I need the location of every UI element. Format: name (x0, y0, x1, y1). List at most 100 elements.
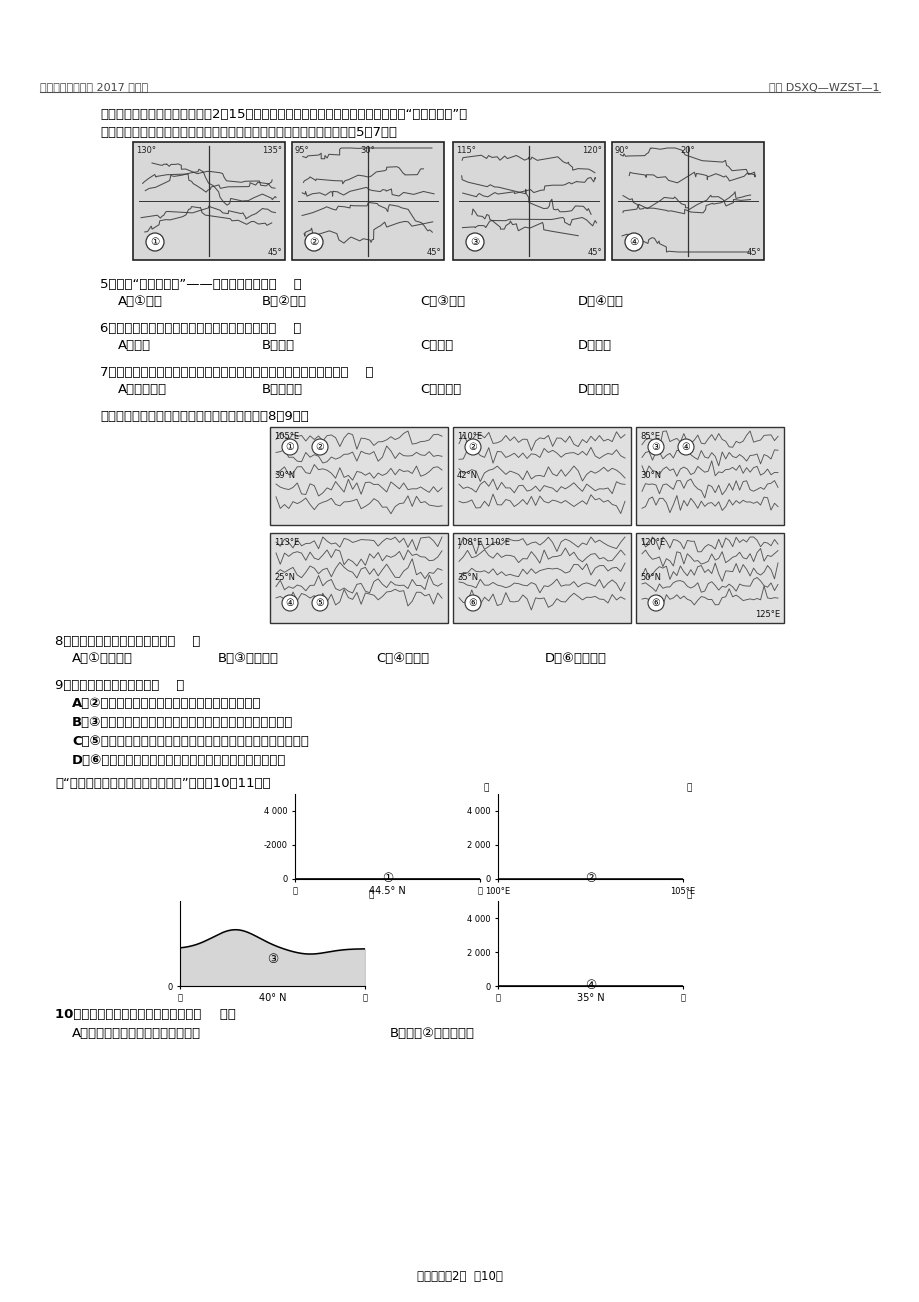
Text: B．③是昆仑山: B．③是昆仑山 (218, 652, 278, 665)
Text: ①: ① (150, 237, 160, 247)
Text: 85°E: 85°E (640, 432, 659, 441)
Bar (452, 142, 605, 260)
Circle shape (312, 439, 328, 454)
Text: 读“我国四大盆地地地形剥面示意图”，回答10～11题。: 读“我国四大盆地地地形剥面示意图”，回答10～11题。 (55, 777, 270, 790)
Text: ⑥: ⑥ (468, 598, 477, 608)
Bar (133, 142, 285, 260)
Text: 30°N: 30°N (640, 471, 661, 480)
Text: A．①图中: A．①图中 (118, 296, 163, 309)
Text: C．秋季: C．秋季 (420, 339, 453, 352)
Text: 90°: 90° (614, 146, 629, 155)
Text: C．③图中: C．③图中 (420, 296, 465, 309)
Text: 20°: 20° (680, 146, 695, 155)
Text: 120°E: 120°E (640, 538, 664, 547)
Text: ④: ④ (584, 979, 596, 992)
Text: C．⑤山脉是亚热带常绿硬叶林与温带落叶阔叶林分界线的一部分: C．⑤山脉是亚热带常绿硬叶林与温带落叶阔叶林分界线的一部分 (72, 736, 309, 749)
Circle shape (146, 233, 164, 251)
Text: C．朝鲜族: C．朝鲜族 (420, 383, 460, 396)
Text: C．④是南岭: C．④是南岭 (376, 652, 428, 665)
Text: 110°E: 110°E (457, 432, 482, 441)
Text: A．②山脉是内蒙古高原与黄土高原分界线的一部分: A．②山脉是内蒙古高原与黄土高原分界线的一部分 (72, 697, 261, 710)
Text: B．盆地②位于季风区: B．盆地②位于季风区 (390, 1027, 474, 1040)
Text: 125°E: 125°E (754, 611, 779, 618)
Circle shape (464, 439, 481, 454)
Text: B．②图中: B．②图中 (262, 296, 307, 309)
Circle shape (466, 233, 483, 251)
Text: D．冬季: D．冬季 (577, 339, 611, 352)
Text: 美誉的边境小镇的市场上，早已聚集了大量的相邻国家的商人。据此回答5～7题。: 美誉的边境小镇的市场上，早已聚集了大量的相邻国家的商人。据此回答5～7题。 (100, 126, 397, 139)
Text: D．蒙古族: D．蒙古族 (577, 383, 619, 396)
Text: 130°: 130° (136, 146, 156, 155)
Text: 5．我国“东方第一镇”——乌苏镇位于上面（    ）: 5．我国“东方第一镇”——乌苏镇位于上面（ ） (100, 279, 301, 292)
Text: A．都位于我国地势的第二级阶梯上: A．都位于我国地势的第二级阶梯上 (72, 1027, 201, 1040)
Text: 135°: 135° (262, 146, 282, 155)
Text: A．①是六盘山: A．①是六盘山 (72, 652, 133, 665)
Bar (269, 427, 448, 525)
Bar (269, 533, 448, 622)
Circle shape (624, 233, 642, 251)
Text: ④: ④ (629, 237, 638, 247)
Bar (291, 142, 444, 260)
Text: D．⑥山脉是地势第二级阶梯与第三级阶梯分界线的一部分: D．⑥山脉是地势第二级阶梯与第三级阶梯分界线的一部分 (72, 754, 286, 767)
Text: ④: ④ (285, 598, 294, 608)
Text: 编号 DSXQ—WZST—1: 编号 DSXQ—WZST—1 (768, 82, 879, 92)
Text: 30°: 30° (360, 146, 375, 155)
Text: 35° N: 35° N (576, 993, 604, 1004)
Text: 10．关于四大盆地位置判断正确的是（    ）。: 10．关于四大盆地位置判断正确的是（ ）。 (55, 1008, 235, 1021)
Text: ①: ① (381, 872, 392, 885)
Text: ⑤: ⑤ (315, 598, 324, 608)
Text: 120°: 120° (582, 146, 601, 155)
Text: 40° N: 40° N (258, 993, 286, 1004)
Text: 45°: 45° (425, 247, 440, 256)
Text: 45°: 45° (745, 247, 760, 256)
Text: 6．依据日记内容判断，此游客旅游时间选择在（    ）: 6．依据日记内容判断，此游客旅游时间选择在（ ） (100, 322, 301, 335)
Circle shape (464, 595, 481, 611)
Bar (452, 427, 630, 525)
Text: 9．山脉分界线，正确的是（    ）: 9．山脉分界线，正确的是（ ） (55, 680, 184, 691)
Circle shape (647, 439, 664, 454)
Text: 米: 米 (483, 784, 489, 793)
Text: ④: ④ (681, 441, 689, 452)
Circle shape (677, 439, 693, 454)
Circle shape (312, 595, 328, 611)
Text: D．⑥是长白山: D．⑥是长白山 (544, 652, 607, 665)
Text: 下列山脉都是我国重要的地理分界线，读图回答8～9题。: 下列山脉都是我国重要的地理分界线，读图回答8～9题。 (100, 410, 309, 423)
Text: 50°N: 50°N (640, 573, 660, 582)
Text: 8．对图中山脉的判断正确的是（    ）: 8．对图中山脉的判断正确的是（ ） (55, 635, 200, 648)
Text: 113°E: 113°E (274, 538, 299, 547)
Text: 95°: 95° (295, 146, 310, 155)
Circle shape (647, 595, 664, 611)
Bar (452, 533, 630, 622)
Text: ⑥: ⑥ (651, 598, 660, 608)
Text: B．③山脉是新疆维吾尔自治区与西藏自治区分界线的一部分: B．③山脉是新疆维吾尔自治区与西藏自治区分界线的一部分 (72, 716, 293, 729)
Text: 45°: 45° (267, 247, 282, 256)
Circle shape (282, 595, 298, 611)
Text: D．④图中: D．④图中 (577, 296, 623, 309)
Bar (611, 142, 763, 260)
Text: 7．小镇上生活的部分少数民族，在对外贸易中最具有语言优势的是（    ）: 7．小镇上生活的部分少数民族，在对外贸易中最具有语言优势的是（ ） (100, 366, 373, 379)
Text: B．赫哲族: B．赫哲族 (262, 383, 302, 396)
Text: 115°: 115° (456, 146, 475, 155)
Circle shape (305, 233, 323, 251)
Text: 44.5° N: 44.5° N (369, 887, 405, 896)
Text: ②: ② (309, 237, 318, 247)
Bar (635, 427, 783, 525)
Text: 米: 米 (686, 891, 691, 900)
Text: 35°N: 35°N (457, 573, 478, 582)
Text: ②: ② (584, 872, 596, 885)
Text: 文综试题第2页  全10页: 文综试题第2页 全10页 (416, 1269, 503, 1282)
Text: 米: 米 (369, 891, 374, 900)
Text: ③: ③ (651, 441, 660, 452)
Text: B．夏季: B．夏季 (262, 339, 295, 352)
Text: 39°N: 39°N (274, 471, 295, 480)
Text: A．春季: A．春季 (118, 339, 151, 352)
Text: ②: ② (315, 441, 324, 452)
Bar (635, 533, 783, 622)
Text: 108°E 110°E: 108°E 110°E (457, 538, 509, 547)
Text: 45°: 45° (586, 247, 601, 256)
Text: 105°E: 105°E (274, 432, 299, 441)
Text: ③: ③ (470, 237, 479, 247)
Text: ③: ③ (267, 953, 278, 966)
Text: 25°N: 25°N (274, 573, 295, 582)
Text: 某游客在日记中写到：北京时间2时15分，旭日的霖光就撒满了乌苏镇。在这有我国“东方第一镇”之: 某游客在日记中写到：北京时间2时15分，旭日的霖光就撒满了乌苏镇。在这有我国“东… (100, 108, 467, 121)
